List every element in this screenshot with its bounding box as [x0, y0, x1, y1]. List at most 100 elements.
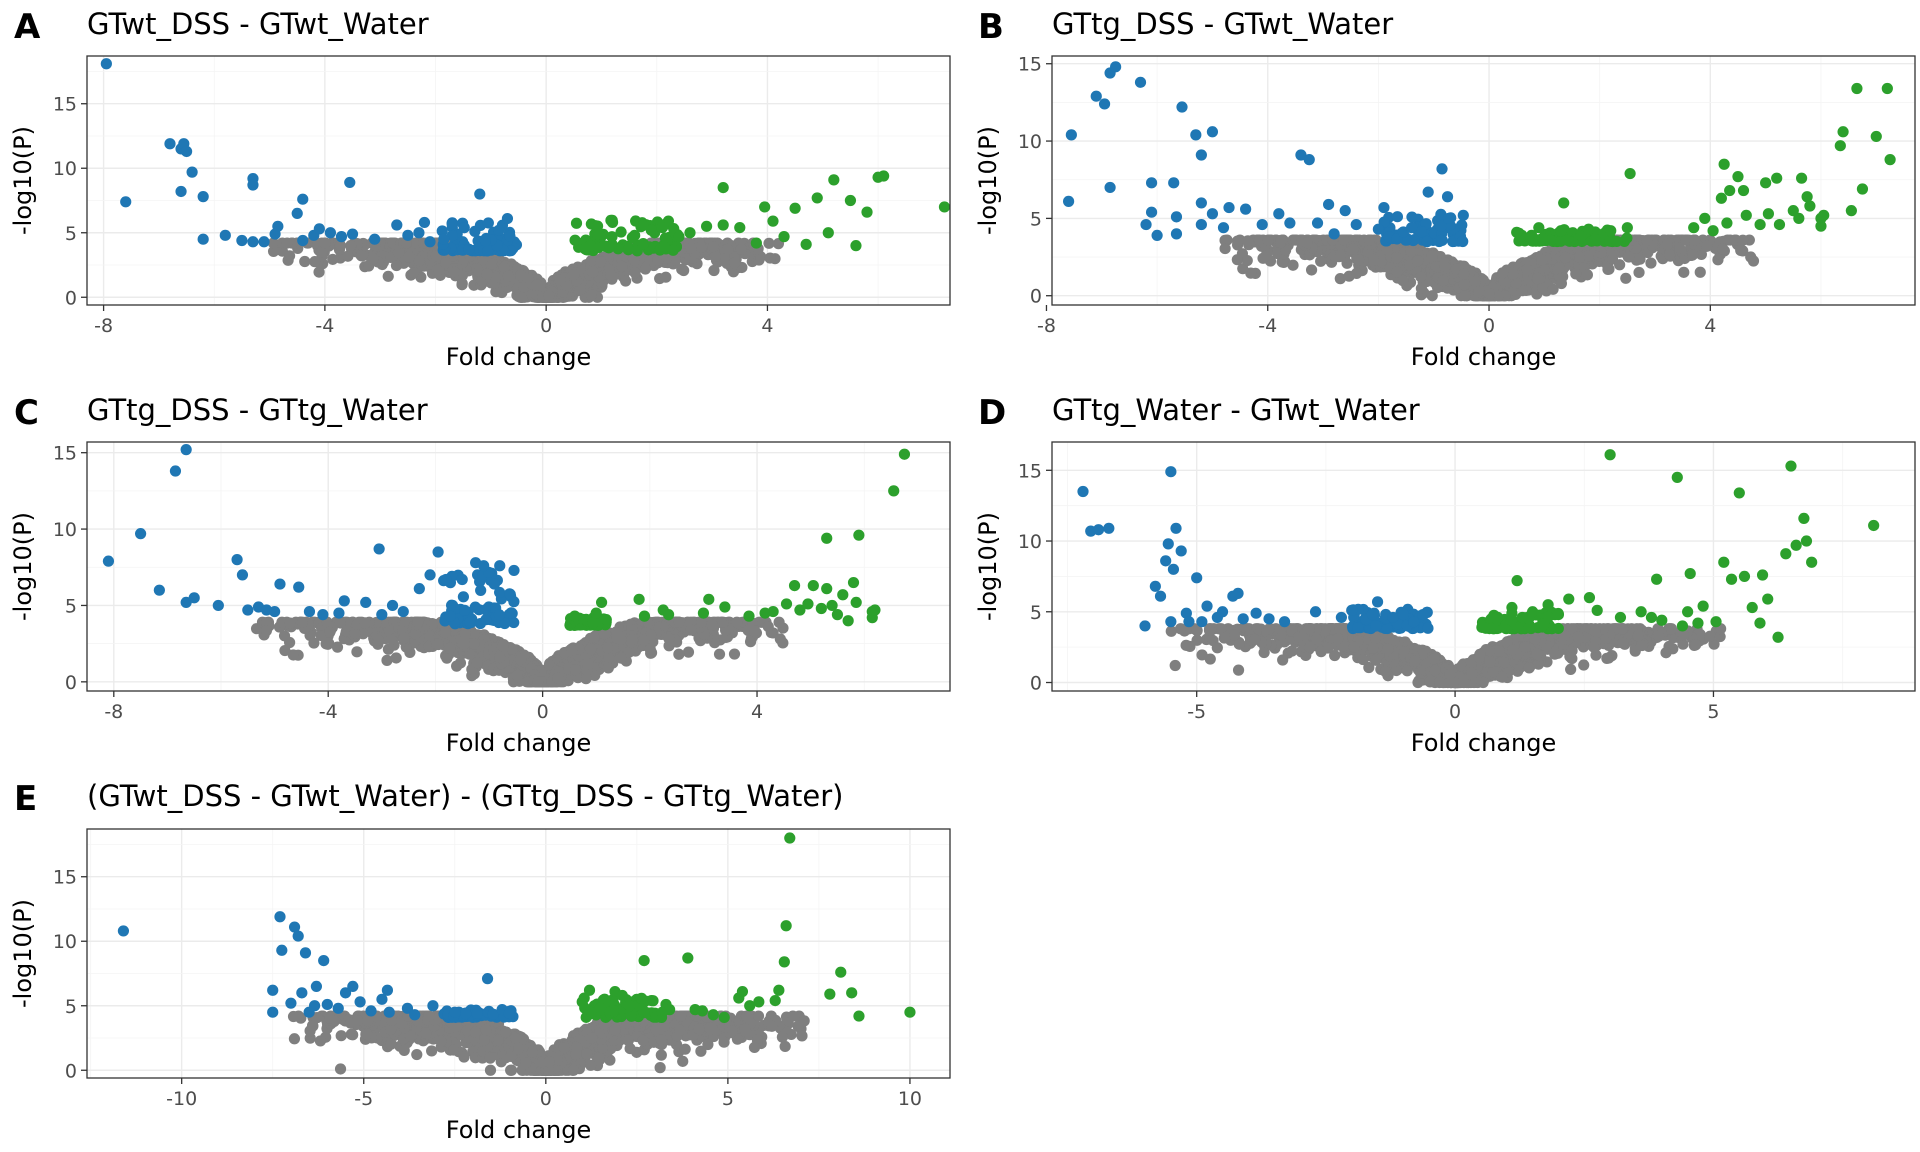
- point-ns: [1363, 234, 1376, 246]
- y-axis-label: -log10(P): [974, 126, 1002, 235]
- point-down: [1311, 217, 1324, 229]
- point-down: [293, 581, 305, 593]
- point-ns: [299, 255, 311, 268]
- point-down: [291, 207, 303, 219]
- point-ns: [359, 617, 371, 629]
- point-up: [684, 227, 696, 239]
- point-down: [1195, 149, 1207, 161]
- point-ns: [764, 252, 776, 264]
- point-ns: [296, 616, 309, 628]
- point-ns: [602, 662, 614, 674]
- x-tick-label: 4: [761, 315, 773, 337]
- point-down: [444, 610, 456, 622]
- point-up: [822, 227, 834, 239]
- x-tick-label: 4: [1704, 315, 1716, 337]
- point-ns: [706, 619, 718, 631]
- point-up: [1511, 226, 1523, 238]
- point-ns: [1459, 290, 1471, 302]
- point-ns: [284, 636, 296, 649]
- point-ns: [1701, 240, 1713, 252]
- point-up: [598, 240, 610, 252]
- point-down: [1223, 201, 1235, 214]
- point-up: [847, 576, 860, 589]
- point-down: [1140, 218, 1152, 231]
- point-ns: [585, 289, 597, 301]
- point-up: [778, 231, 790, 243]
- point-ns: [611, 627, 623, 640]
- point-ns: [1219, 242, 1231, 255]
- point-ns: [615, 652, 628, 664]
- point-down: [1170, 211, 1183, 223]
- point-down: [493, 609, 505, 621]
- point-ns: [728, 257, 741, 269]
- y-tick-label: 10: [53, 158, 77, 180]
- point-down: [135, 528, 147, 540]
- point-up: [1611, 235, 1623, 248]
- point-ns: [735, 243, 747, 255]
- point-up: [850, 596, 862, 608]
- point-ns: [1516, 285, 1528, 297]
- panel-letter: D: [978, 393, 1006, 433]
- point-down: [1090, 90, 1102, 102]
- point-ns: [349, 627, 361, 639]
- y-tick-label: 0: [65, 672, 77, 694]
- point-down: [1104, 181, 1116, 194]
- point-up: [700, 220, 713, 232]
- point-ns: [1335, 249, 1347, 261]
- point-down: [317, 609, 329, 621]
- point-down: [1195, 218, 1207, 231]
- point-up: [719, 601, 731, 613]
- point-down: [413, 583, 425, 595]
- point-down: [1195, 197, 1207, 209]
- point-down: [1436, 163, 1448, 175]
- point-down: [344, 176, 356, 189]
- point-ns: [773, 616, 785, 628]
- points: [100, 58, 950, 303]
- point-down: [493, 224, 505, 236]
- point-ns: [629, 267, 641, 279]
- point-up: [800, 238, 812, 250]
- point-ns: [777, 637, 789, 649]
- point-ns: [1397, 274, 1409, 287]
- point-ns: [1405, 246, 1417, 258]
- point-up: [1555, 225, 1567, 237]
- point-down: [335, 231, 348, 243]
- point-up: [1718, 158, 1730, 170]
- point-down: [1145, 206, 1158, 218]
- point-down: [212, 599, 224, 612]
- point-up: [595, 596, 608, 608]
- point-down: [418, 216, 431, 229]
- point-ns: [260, 616, 272, 629]
- point-ns: [334, 239, 346, 252]
- point-down: [1256, 218, 1268, 231]
- point-down: [303, 605, 316, 618]
- y-tick-label: 15: [1018, 54, 1042, 76]
- point-ns: [552, 672, 564, 684]
- point-ns: [1687, 248, 1699, 261]
- point-up: [673, 231, 685, 243]
- point-ns: [644, 643, 656, 655]
- point-down: [242, 604, 254, 616]
- point-up: [569, 234, 581, 246]
- point-ns: [673, 616, 685, 628]
- point-up: [1881, 82, 1893, 95]
- point-down: [313, 223, 325, 235]
- point-down: [1098, 98, 1111, 110]
- point-ns: [1664, 248, 1676, 261]
- y-tick-label: 15: [53, 94, 77, 116]
- point-ns: [1426, 290, 1438, 302]
- point-ns: [334, 616, 346, 628]
- point-up: [606, 216, 619, 229]
- point-up: [615, 226, 627, 238]
- point-up: [750, 237, 762, 249]
- point-ns: [588, 631, 600, 643]
- point-ns: [1426, 250, 1438, 262]
- point-up: [1818, 209, 1830, 221]
- point-up: [656, 221, 668, 234]
- point-ns: [1415, 271, 1427, 283]
- point-up: [633, 593, 645, 605]
- y-tick-label: 10: [53, 519, 77, 541]
- point-up: [658, 241, 670, 253]
